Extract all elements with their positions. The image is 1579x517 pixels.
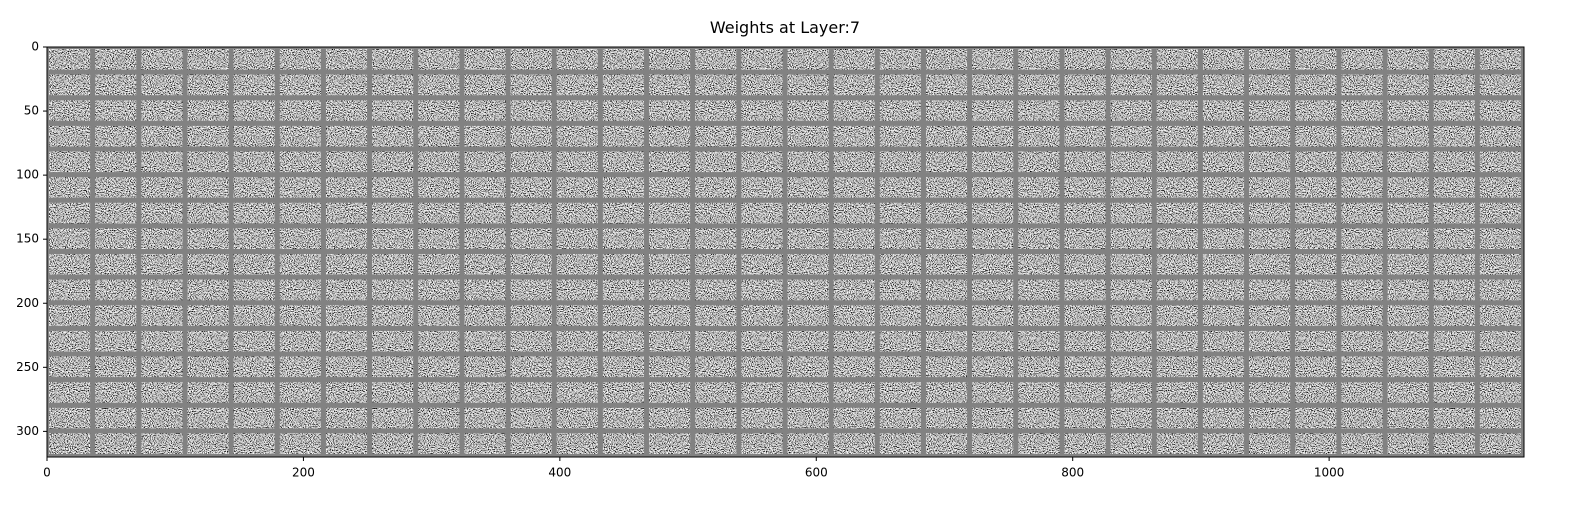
x-tick-label: 0	[43, 466, 51, 480]
weight-tiles	[47, 47, 1524, 457]
x-tick-label: 200	[292, 466, 315, 480]
y-tick-label: 0	[31, 40, 39, 54]
y-tick-label: 300	[16, 424, 39, 438]
axes-frame	[46, 46, 1525, 458]
x-tick-label: 1000	[1314, 466, 1345, 480]
chart-title: Weights at Layer:7	[710, 18, 860, 37]
y-tick-label: 250	[16, 360, 39, 374]
y-tick-label: 200	[16, 296, 39, 310]
y-tick-label: 150	[16, 232, 39, 246]
x-tick-label: 800	[1061, 466, 1084, 480]
x-tick-label: 600	[805, 466, 828, 480]
y-tick-label: 100	[16, 168, 39, 182]
y-tick-label: 50	[24, 104, 39, 118]
x-tick-label: 400	[548, 466, 571, 480]
